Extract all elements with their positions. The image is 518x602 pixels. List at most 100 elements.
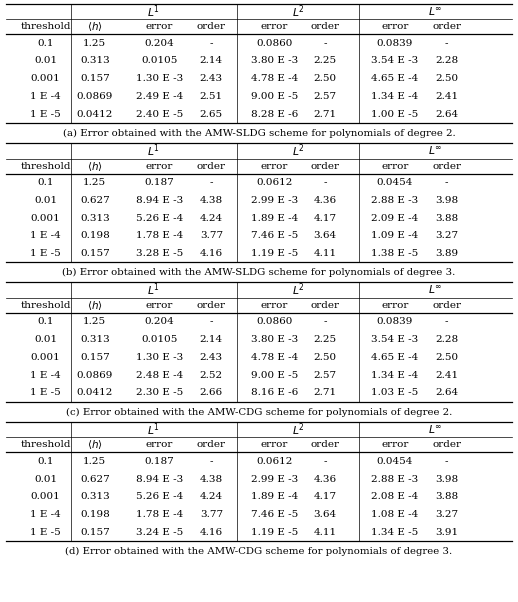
Text: error: error (381, 301, 408, 310)
Text: $L^2$: $L^2$ (292, 282, 305, 299)
Text: 4.11: 4.11 (314, 249, 337, 258)
Text: $\langle h \rangle$: $\langle h \rangle$ (87, 20, 103, 33)
Text: $L^2$: $L^2$ (292, 3, 305, 20)
Text: 3.64: 3.64 (314, 231, 337, 240)
Text: order: order (197, 301, 226, 310)
Text: 1 E -5: 1 E -5 (30, 110, 61, 119)
Text: 1.25: 1.25 (83, 317, 106, 326)
Text: 2.49 E -4: 2.49 E -4 (136, 92, 183, 101)
Text: error: error (146, 162, 173, 170)
Text: 4.65 E -4: 4.65 E -4 (371, 74, 419, 83)
Text: 2.64: 2.64 (435, 388, 458, 397)
Text: 0.187: 0.187 (145, 178, 175, 187)
Text: 4.65 E -4: 4.65 E -4 (371, 353, 419, 362)
Text: (c) Error obtained with the AMW-CDG scheme for polynomials of degree 2.: (c) Error obtained with the AMW-CDG sche… (66, 408, 452, 417)
Text: order: order (432, 162, 461, 170)
Text: 1.19 E -5: 1.19 E -5 (251, 528, 298, 537)
Text: 2.14: 2.14 (200, 335, 223, 344)
Text: $L^1$: $L^1$ (148, 282, 160, 299)
Text: 1.25: 1.25 (83, 457, 106, 466)
Text: 0.313: 0.313 (80, 57, 110, 66)
Text: (d) Error obtained with the AMW-CDG scheme for polynomials of degree 3.: (d) Error obtained with the AMW-CDG sche… (65, 547, 453, 556)
Text: 2.99 E -3: 2.99 E -3 (251, 196, 298, 205)
Text: 3.64: 3.64 (314, 510, 337, 519)
Text: 1 E -5: 1 E -5 (30, 388, 61, 397)
Text: error: error (381, 162, 408, 170)
Text: 1.00 E -5: 1.00 E -5 (371, 110, 419, 119)
Text: 0.0454: 0.0454 (377, 178, 413, 187)
Text: 3.24 E -5: 3.24 E -5 (136, 528, 183, 537)
Text: 0.01: 0.01 (34, 335, 57, 344)
Text: 2.28: 2.28 (435, 335, 458, 344)
Text: order: order (197, 441, 226, 449)
Text: 4.36: 4.36 (314, 196, 337, 205)
Text: 3.54 E -3: 3.54 E -3 (371, 57, 419, 66)
Text: 2.88 E -3: 2.88 E -3 (371, 474, 419, 483)
Text: order: order (432, 22, 461, 31)
Text: 2.50: 2.50 (435, 74, 458, 83)
Text: order: order (311, 301, 340, 310)
Text: 1 E -5: 1 E -5 (30, 528, 61, 537)
Text: 8.28 E -6: 8.28 E -6 (251, 110, 298, 119)
Text: 2.09 E -4: 2.09 E -4 (371, 214, 419, 223)
Text: 2.57: 2.57 (314, 371, 337, 380)
Text: 0.001: 0.001 (31, 214, 61, 223)
Text: $L^2$: $L^2$ (292, 143, 305, 159)
Text: order: order (197, 162, 226, 170)
Text: 3.80 E -3: 3.80 E -3 (251, 57, 298, 66)
Text: -: - (324, 178, 327, 187)
Text: 2.64: 2.64 (435, 110, 458, 119)
Text: 3.91: 3.91 (435, 528, 458, 537)
Text: 3.27: 3.27 (435, 231, 458, 240)
Text: 1.19 E -5: 1.19 E -5 (251, 249, 298, 258)
Text: threshold: threshold (20, 301, 71, 310)
Text: 2.71: 2.71 (314, 110, 337, 119)
Text: 2.48 E -4: 2.48 E -4 (136, 371, 183, 380)
Text: 7.46 E -5: 7.46 E -5 (251, 231, 298, 240)
Text: -: - (324, 39, 327, 48)
Text: 4.17: 4.17 (314, 492, 337, 501)
Text: 3.77: 3.77 (200, 231, 223, 240)
Text: 0.1: 0.1 (37, 39, 54, 48)
Text: 0.01: 0.01 (34, 57, 57, 66)
Text: 4.16: 4.16 (200, 249, 223, 258)
Text: -: - (445, 457, 448, 466)
Text: -: - (324, 457, 327, 466)
Text: 2.41: 2.41 (435, 371, 458, 380)
Text: 0.313: 0.313 (80, 492, 110, 501)
Text: 1.25: 1.25 (83, 178, 106, 187)
Text: 1.08 E -4: 1.08 E -4 (371, 510, 419, 519)
Text: 3.98: 3.98 (435, 474, 458, 483)
Text: 4.17: 4.17 (314, 214, 337, 223)
Text: 4.16: 4.16 (200, 528, 223, 537)
Text: 0.0612: 0.0612 (256, 457, 293, 466)
Text: error: error (261, 441, 288, 449)
Text: $L^1$: $L^1$ (148, 143, 160, 159)
Text: 2.40 E -5: 2.40 E -5 (136, 110, 183, 119)
Text: (a) Error obtained with the AMW-SLDG scheme for polynomials of degree 2.: (a) Error obtained with the AMW-SLDG sch… (63, 129, 455, 138)
Text: 8.94 E -3: 8.94 E -3 (136, 196, 183, 205)
Text: 0.157: 0.157 (80, 249, 110, 258)
Text: 0.0105: 0.0105 (141, 335, 178, 344)
Text: 0.627: 0.627 (80, 474, 110, 483)
Text: 0.0839: 0.0839 (377, 317, 413, 326)
Text: 5.26 E -4: 5.26 E -4 (136, 214, 183, 223)
Text: 4.78 E -4: 4.78 E -4 (251, 74, 298, 83)
Text: 0.0412: 0.0412 (77, 110, 113, 119)
Text: $L^{\infty}$: $L^{\infty}$ (428, 144, 443, 157)
Text: $L^{\infty}$: $L^{\infty}$ (428, 423, 443, 436)
Text: 1 E -5: 1 E -5 (30, 249, 61, 258)
Text: 0.1: 0.1 (37, 317, 54, 326)
Text: 3.80 E -3: 3.80 E -3 (251, 335, 298, 344)
Text: 1 E -4: 1 E -4 (30, 231, 61, 240)
Text: 0.001: 0.001 (31, 353, 61, 362)
Text: 3.98: 3.98 (435, 196, 458, 205)
Text: 1.34 E -4: 1.34 E -4 (371, 92, 419, 101)
Text: 1.89 E -4: 1.89 E -4 (251, 492, 298, 501)
Text: -: - (445, 39, 448, 48)
Text: 0.0860: 0.0860 (256, 317, 293, 326)
Text: 2.08 E -4: 2.08 E -4 (371, 492, 419, 501)
Text: 2.51: 2.51 (200, 92, 223, 101)
Text: error: error (146, 301, 173, 310)
Text: 0.0869: 0.0869 (77, 371, 113, 380)
